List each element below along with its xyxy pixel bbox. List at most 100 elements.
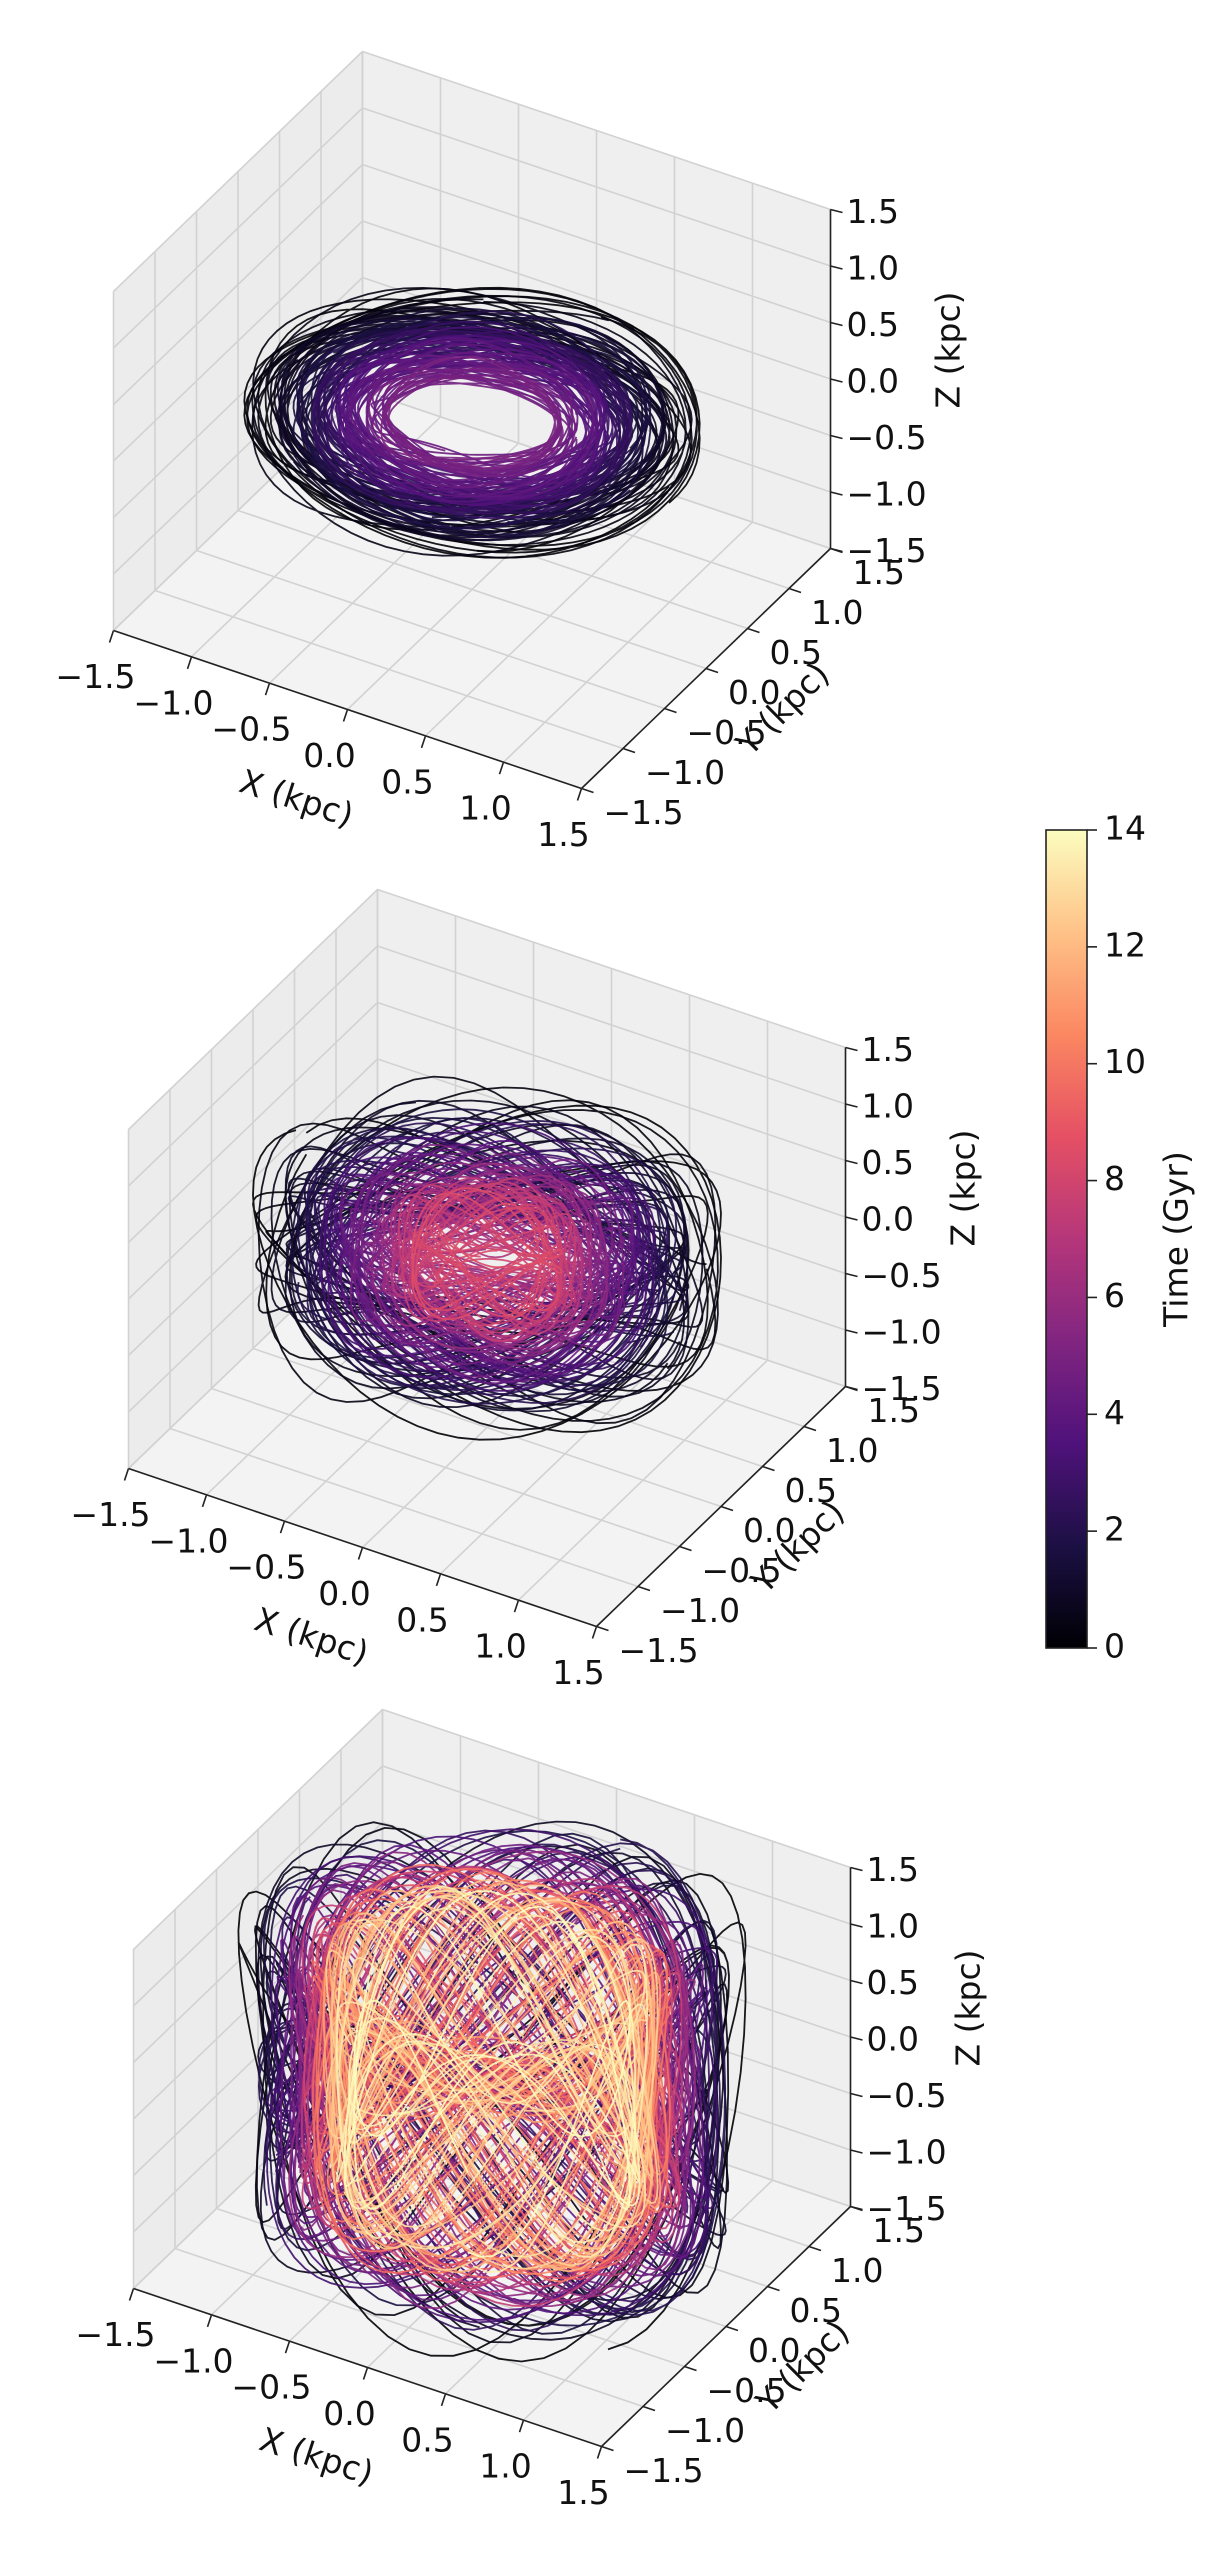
colorbar-tick-label: 4 (1104, 1393, 1125, 1432)
orbit (296, 330, 648, 530)
orbit (368, 368, 576, 478)
z-tick-label: 0.5 (847, 305, 899, 344)
y-tick-label: 1.5 (868, 1391, 920, 1430)
orbit (311, 327, 633, 514)
grid-line (174, 2247, 644, 2408)
tick-mark (186, 656, 193, 670)
x-tick-label: −1.5 (75, 2315, 155, 2354)
tick-mark (850, 2092, 863, 2098)
x-tick-label: −1.0 (153, 2341, 233, 2380)
x-tick-label: 1.0 (479, 2447, 531, 2486)
tick-mark (498, 761, 505, 775)
grid-line (362, 220, 831, 380)
z-tick-label: −0.5 (847, 418, 927, 457)
tick-mark (362, 2367, 369, 2380)
y-tick-label: 1.5 (873, 2211, 925, 2250)
tick-mark (420, 735, 427, 749)
y-tick-label: −1.5 (619, 1631, 699, 1670)
z-tick-label: 0.0 (867, 2020, 919, 2059)
x-tick-label: −1.0 (133, 683, 213, 722)
x-tick-label: −0.5 (226, 1548, 306, 1587)
grid-line (382, 1708, 851, 1869)
y-tick-label: 0.0 (748, 2331, 800, 2370)
tick-mark (845, 1272, 858, 1278)
y-tick-label: −1.5 (604, 793, 684, 832)
z-axis-label: Z (kpc) (944, 1129, 983, 1246)
grid-line (132, 1765, 384, 2007)
colorbar-tick-label: 10 (1104, 1042, 1146, 1081)
tick-mark (591, 1626, 598, 1639)
tick-mark (284, 2340, 291, 2354)
colorbar (1045, 829, 1088, 1649)
z-tick-label: 1.5 (867, 1850, 919, 1889)
z-tick-label: 1.5 (862, 1030, 914, 1069)
tick-mark (850, 2036, 863, 2041)
grid-line (377, 1001, 846, 1162)
tick-mark (440, 2393, 447, 2407)
tick-mark (518, 2419, 525, 2433)
y-axis-line (580, 547, 832, 790)
tick-mark (435, 1573, 442, 1587)
tick-mark (128, 2288, 135, 2301)
x-tick-label: −1.5 (70, 1495, 150, 1534)
z-tick-label: −0.5 (862, 1256, 942, 1295)
orbit (243, 286, 701, 559)
x-tick-label: 1.5 (552, 1653, 604, 1692)
tick-mark (788, 587, 802, 594)
tick-mark (830, 321, 843, 327)
tick-mark (342, 709, 349, 722)
tick-mark (850, 2205, 863, 2211)
colorbar-tick-label: 0 (1104, 1627, 1125, 1666)
z-tick-label: 1.0 (847, 249, 899, 288)
y-tick-label: 0.5 (770, 633, 822, 672)
colorbar-tick-label: 8 (1104, 1159, 1125, 1198)
orbit (380, 355, 564, 462)
tick-mark (637, 1585, 651, 1592)
subplot: −1.5−1.0−0.50.00.51.01.5−1.5−1.0−0.50.00… (70, 888, 983, 1692)
tick-mark (679, 1545, 692, 1552)
tick-mark (705, 667, 719, 674)
x-tick-label: −1.0 (148, 1521, 228, 1560)
orbit (337, 1889, 646, 2250)
tick-mark (357, 1547, 364, 1560)
tick-mark (725, 2325, 739, 2332)
z-tick-label: 1.0 (862, 1087, 914, 1126)
x-tick-label: 0.5 (401, 2420, 453, 2459)
tick-mark (808, 2245, 822, 2252)
y-tick-label: 0.5 (790, 2291, 842, 2330)
z-tick-label: −1.5 (847, 531, 927, 570)
y-tick-label: 0.5 (785, 1471, 837, 1510)
grid-line (112, 276, 364, 519)
y-tick-label: −1.0 (660, 1591, 740, 1630)
z-tick-label: 1.5 (847, 192, 899, 231)
y-tick-label: 1.0 (811, 593, 863, 632)
x-tick-label: 0.0 (318, 1574, 370, 1613)
tick-mark (622, 747, 636, 754)
orbits (243, 286, 701, 559)
tick-mark (108, 630, 115, 643)
tick-mark (845, 1159, 858, 1165)
grid-line (127, 1227, 379, 1470)
grid-line (211, 1387, 680, 1548)
orbit (296, 327, 648, 533)
orbit (432, 1202, 541, 1318)
tick-mark (830, 491, 843, 496)
grid-line (112, 220, 364, 462)
orbit (340, 1182, 634, 1385)
tick-mark (576, 788, 583, 801)
x-tick-label: 0.0 (303, 736, 355, 775)
grid-line (132, 1708, 384, 1951)
z-tick-label: −1.5 (867, 2189, 947, 2228)
tick-mark (830, 434, 843, 440)
z-tick-label: 0.5 (867, 1963, 919, 2002)
y-tick-label: 0.0 (728, 673, 780, 712)
orbit (246, 288, 698, 554)
orbit (411, 1187, 563, 1321)
y-tick-label: −1.0 (645, 753, 725, 792)
tick-mark (850, 1979, 863, 1985)
grid-line (154, 589, 624, 750)
grid-line (127, 1001, 379, 1244)
tick-mark (830, 208, 843, 214)
x-tick-label: −0.5 (231, 2368, 311, 2407)
z-tick-label: 0.0 (862, 1200, 914, 1239)
